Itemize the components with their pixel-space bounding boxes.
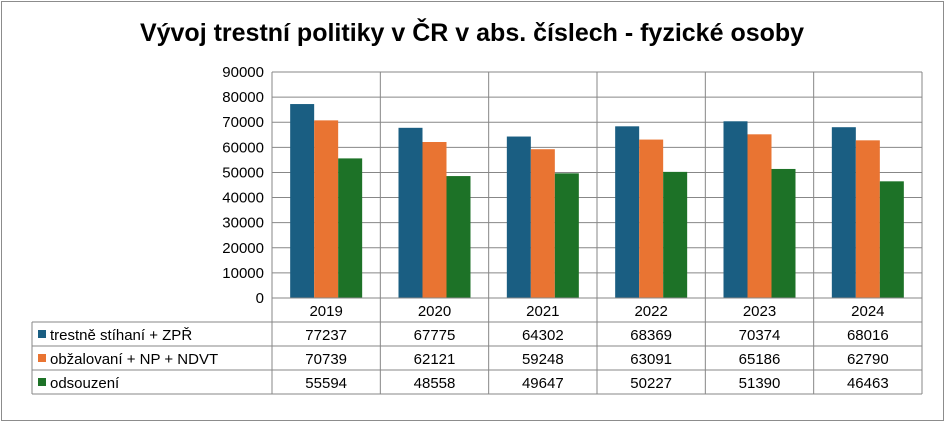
bar xyxy=(855,140,880,298)
x-tick-label: 2021 xyxy=(526,303,559,320)
data-cell: 62790 xyxy=(847,351,889,368)
bar xyxy=(639,139,664,298)
legend-key xyxy=(38,354,46,362)
data-cell: 70374 xyxy=(739,327,781,344)
y-tick-label: 20000 xyxy=(222,240,264,257)
bar xyxy=(422,142,447,298)
bar xyxy=(747,134,772,298)
bar xyxy=(338,158,363,298)
x-tick-label: 2022 xyxy=(634,303,667,320)
data-cell: 49647 xyxy=(522,375,564,392)
bar xyxy=(530,149,555,298)
series-label: trestně stíhaní + ZPŘ xyxy=(50,327,192,344)
chart-title: Vývoj trestní politiky v ČR v abs. čísle… xyxy=(140,17,804,47)
data-cell: 67775 xyxy=(414,327,456,344)
data-cell: 62121 xyxy=(414,351,456,368)
x-tick-label: 2020 xyxy=(418,303,451,320)
y-tick-label: 40000 xyxy=(222,190,264,207)
y-tick-label: 50000 xyxy=(222,164,264,181)
data-cell: 70739 xyxy=(305,351,347,368)
bar xyxy=(398,127,423,298)
bar xyxy=(723,121,748,298)
y-tick-label: 30000 xyxy=(222,215,264,232)
bar xyxy=(831,127,856,298)
data-cell: 46463 xyxy=(847,375,889,392)
x-tick-label: 2023 xyxy=(743,303,776,320)
data-cell: 63091 xyxy=(630,351,672,368)
bar xyxy=(554,173,579,298)
bar xyxy=(615,126,640,299)
data-cell: 65186 xyxy=(739,351,781,368)
bar xyxy=(506,136,531,298)
y-tick-label: 80000 xyxy=(222,89,264,106)
bar xyxy=(879,181,904,298)
x-tick-label: 2019 xyxy=(309,303,342,320)
data-cell: 77237 xyxy=(305,327,347,344)
data-cell: 50227 xyxy=(630,375,672,392)
bar xyxy=(314,120,339,298)
data-cell: 68016 xyxy=(847,327,889,344)
bar xyxy=(290,104,315,298)
y-tick-label: 70000 xyxy=(222,114,264,131)
y-tick-label: 0 xyxy=(256,290,264,307)
y-tick-label: 10000 xyxy=(222,265,264,282)
x-tick-label: 2024 xyxy=(851,303,884,320)
y-tick-label: 60000 xyxy=(222,139,264,156)
data-cell: 68369 xyxy=(630,327,672,344)
data-cell: 48558 xyxy=(414,375,456,392)
data-cell: 59248 xyxy=(522,351,564,368)
y-tick-label: 90000 xyxy=(222,64,264,81)
legend-key xyxy=(38,378,46,386)
bar xyxy=(771,168,796,298)
bar xyxy=(446,176,471,298)
data-cell: 51390 xyxy=(739,375,781,392)
data-cell: 55594 xyxy=(305,375,347,392)
series-label: obžalovaní + NP + NDVT xyxy=(50,351,218,368)
legend-key xyxy=(38,330,46,338)
series-label: odsouzení xyxy=(50,375,120,392)
data-cell: 64302 xyxy=(522,327,564,344)
bar xyxy=(663,171,688,298)
